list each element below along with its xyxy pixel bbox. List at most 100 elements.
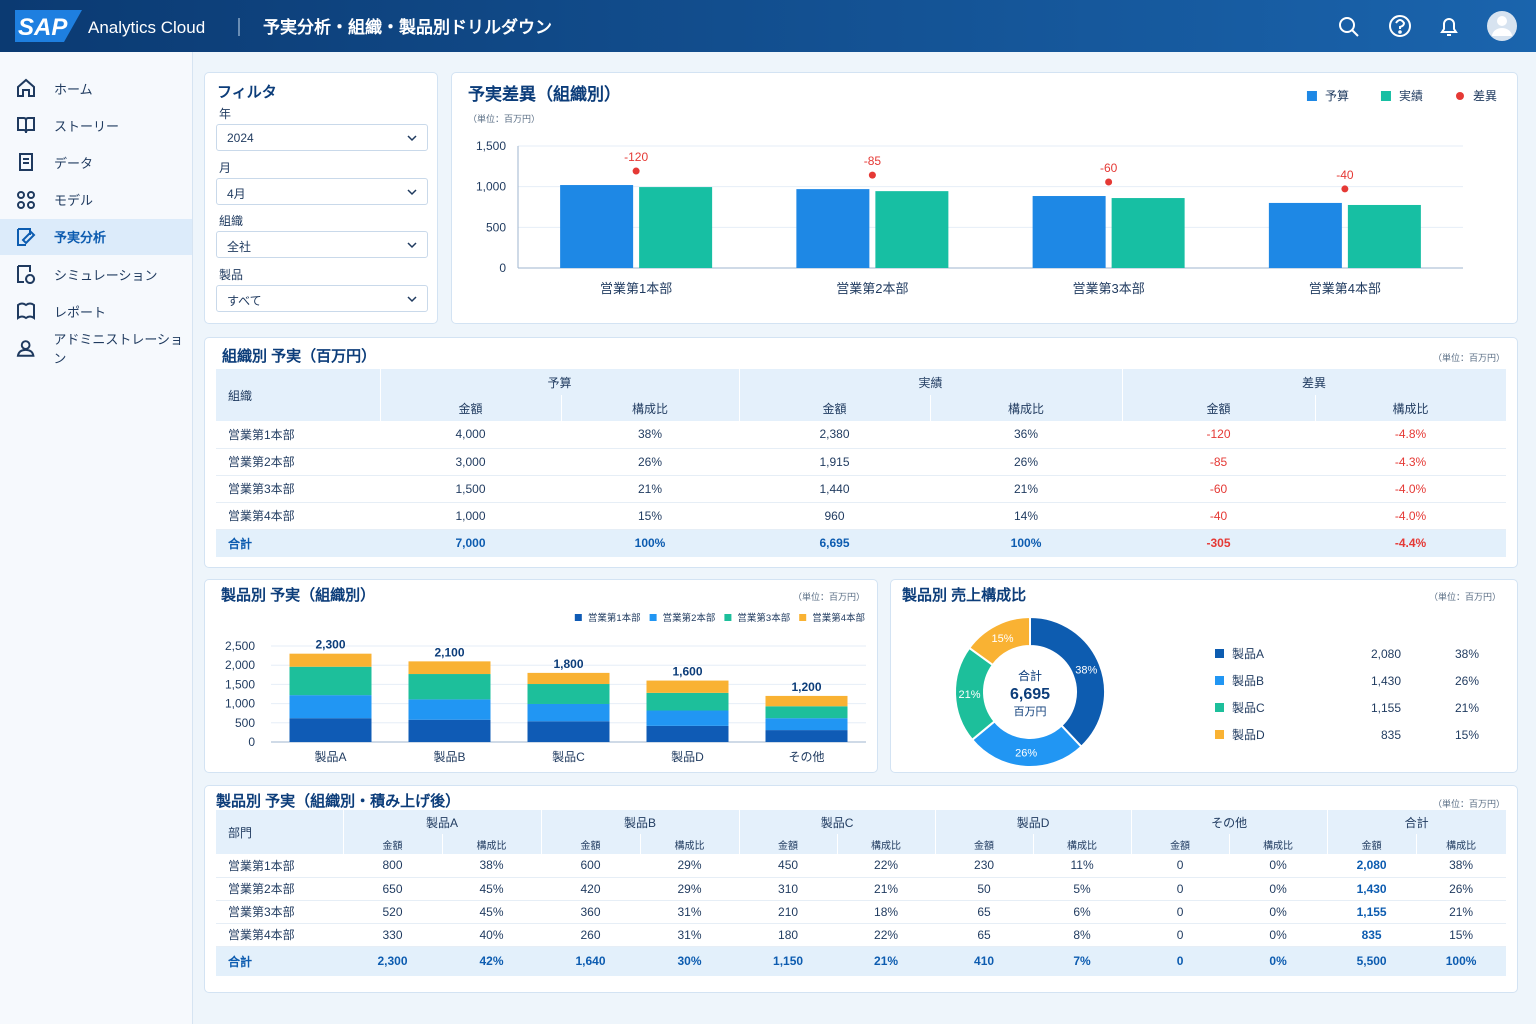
y-tick-label: 2,000 (225, 658, 255, 672)
chart-title: 製品別 予実（組織別） (220, 586, 375, 604)
chevron-path (407, 242, 417, 249)
legend-label: 製品C (1232, 701, 1265, 715)
table-cell: 5,500 (1327, 946, 1417, 976)
table-cell: 21% (837, 877, 936, 901)
app-name: Analytics Cloud (88, 18, 205, 37)
table-cell: 3,000 (380, 448, 561, 476)
sub-header: 金額 (541, 834, 641, 854)
legend-label: 営業第1本部 (588, 612, 641, 624)
filter-value: 4月 (227, 186, 246, 201)
table-cell: 0 (1131, 946, 1230, 976)
nav-item[interactable]: モデル (0, 182, 192, 218)
table-cell: 0 (1131, 900, 1230, 924)
bar (1111, 198, 1185, 268)
table-cell: 営業第4本部 (216, 502, 380, 530)
table-cell: 0% (1229, 946, 1328, 976)
table-cell: -4.8% (1315, 421, 1507, 449)
filter-title: フィルタ (217, 84, 277, 101)
table-row: 営業第2本部 3,000 26% 1,915 26% -85 -4.3% (216, 448, 1507, 476)
bar-segment (527, 672, 610, 685)
nav-item[interactable]: ストーリー (0, 107, 192, 143)
nav-item[interactable]: アドミニストレーション (0, 330, 192, 366)
bar-segment (408, 699, 491, 720)
sub-header: 構成比 (1033, 834, 1132, 854)
table-cell: 800 (343, 854, 442, 878)
table-cell: 21% (561, 475, 740, 503)
table-cell: 1,500 (380, 475, 561, 503)
legend-swatch (1306, 91, 1317, 101)
table-cell: 6% (1033, 900, 1132, 924)
nav-item[interactable]: ホーム (0, 70, 192, 106)
table-row: 営業第3本部 1,500 21% 1,440 21% -60 -4.0% (216, 475, 1507, 503)
nav-item[interactable]: レポート (0, 293, 192, 329)
bar-segment (765, 730, 848, 742)
variance-marker (1105, 178, 1113, 186)
bar-segment (765, 718, 848, 731)
sub-header: 構成比 (442, 834, 542, 854)
bar-segment (646, 692, 729, 711)
legend-percent: 38% (1455, 647, 1479, 661)
chevron-path (407, 135, 417, 142)
group-header: 製品D (935, 810, 1132, 834)
nav-item[interactable]: シミュレーション (0, 256, 192, 292)
table-cell: 230 (935, 854, 1034, 878)
nav-item[interactable]: 予実分析 (0, 218, 192, 255)
table-cell: 1,915 (739, 448, 931, 476)
table-cell: 0 (1131, 877, 1230, 901)
table-cell: 11% (1033, 854, 1132, 878)
sub-header: 金額 (1131, 834, 1230, 854)
data-label: -120 (624, 150, 648, 164)
icon-shape (17, 117, 35, 134)
filter-select[interactable]: すべて (216, 284, 428, 312)
header-graphics: SAP Analytics Cloud 予実分析・組織・製品別ドリルダウン (15, 10, 1517, 42)
legend-label: 製品A (1232, 647, 1264, 661)
table-cell: 0% (1229, 900, 1328, 924)
nav-icon (19, 153, 33, 172)
table-cell: 0% (1229, 854, 1328, 878)
x-tick-label: その他 (788, 750, 824, 764)
sub-header: 金額 (739, 834, 838, 854)
table-cell: 1,440 (739, 475, 931, 503)
header-icons[interactable] (1339, 15, 1458, 37)
nav-label: ホーム (54, 81, 93, 97)
table-cell: -120 (1122, 421, 1316, 449)
data-table: 組織 予算 実績 差異 金額 構成比 金額 構成比 金額 構成比 営業第1本部 4,000 38% 2,3… (216, 369, 1507, 557)
nav-item[interactable]: データ (0, 144, 192, 180)
filter-label: 年 (219, 107, 232, 121)
nav-label: シミュレーション (54, 267, 158, 283)
logo: SAP (18, 14, 68, 41)
table-cell: 600 (541, 854, 641, 878)
header-row: 金額 構成比 金額 構成比 金額 構成比 金額 構成比 金額 構成比 金額 構成比 (216, 834, 1507, 854)
filter-value: 2024 (227, 131, 254, 145)
table-cell: 7,000 (380, 529, 561, 557)
icon-shape (16, 340, 35, 358)
sub-header: 金額 (380, 395, 562, 421)
table-cell: 40% (442, 923, 542, 947)
filter-select[interactable]: 2024 (216, 124, 428, 151)
table-cell: -4.3% (1315, 448, 1507, 476)
table-cell: 36% (930, 421, 1123, 449)
group-header: 合計 (1327, 810, 1507, 834)
table-cell: 38% (442, 854, 542, 878)
filter-select[interactable]: 全社 (216, 231, 428, 258)
table-cell: 1,155 (1327, 900, 1417, 924)
data-table: 部門 製品A 製品B 製品C 製品D その他 合計 金額 構成比 金額 構成比 金額 構成比 金額 構成比金… (216, 810, 1507, 976)
table-body: 営業第1本部 800 38% 600 29% 450 22% 230 11% 0 0% 2,080 38… (216, 854, 1507, 976)
header-row: 部門 製品A 製品B 製品C 製品D その他 合計 (216, 810, 1507, 854)
y-tick-label: 500 (235, 716, 255, 730)
group-header: 予算 (380, 369, 740, 395)
table-cell: 310 (739, 877, 838, 901)
table-cell: 18% (837, 900, 936, 924)
table-cell: 1,640 (541, 946, 641, 976)
variance-marker (1341, 185, 1349, 193)
filter-select[interactable]: 4月 (216, 177, 428, 205)
legend-label: 営業第2本部 (663, 612, 716, 624)
bar (1032, 196, 1106, 268)
table-cell: 960 (739, 502, 931, 530)
table-cell: 65 (935, 923, 1034, 947)
legend-swatch (574, 614, 582, 621)
donut-slice (967, 615, 1031, 667)
bar-segment (646, 725, 729, 742)
sub-header: 構成比 (561, 395, 740, 421)
table-row: 営業第4本部 1,000 15% 960 14% -40 -4.0% (216, 502, 1507, 530)
